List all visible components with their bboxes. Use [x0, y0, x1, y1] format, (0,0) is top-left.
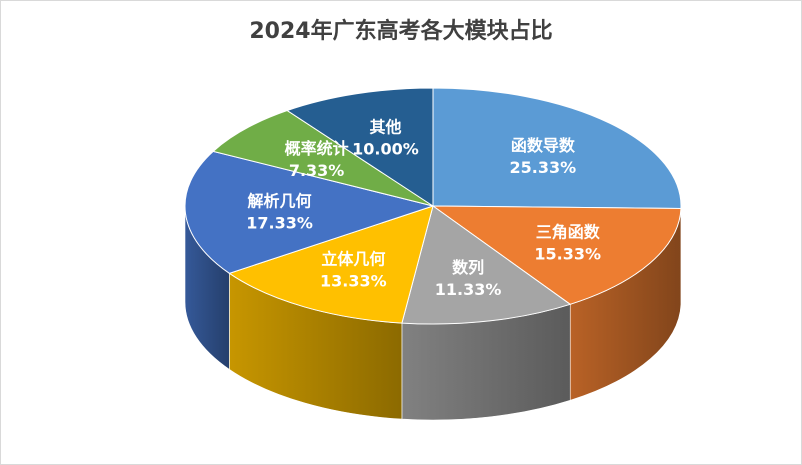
- slice-5: [212, 109, 434, 207]
- slice-value-label: 25.33%: [510, 158, 577, 177]
- slice-name-label: 解析几何: [248, 192, 312, 211]
- slice-0: [432, 87, 682, 209]
- slice-1: [431, 205, 682, 305]
- slice-3: [228, 205, 434, 324]
- slice-4: [184, 150, 435, 274]
- slice-name-label: 概率统计: [285, 139, 349, 158]
- slice-label-4: 解析几何 17.33%: [246, 192, 313, 233]
- slice-label-1: 三角函数 15.33%: [534, 222, 601, 263]
- slice-label-0: 函数导数 25.33%: [510, 136, 577, 177]
- slice-2: [401, 205, 572, 325]
- slice-value-label: 10.00%: [352, 139, 419, 158]
- slice-value-label: 17.33%: [246, 214, 313, 233]
- slice-label-5: 概率统计 7.33%: [285, 139, 349, 180]
- slice-label-3: 立体几何 13.33%: [320, 250, 387, 291]
- slice-value-label: 13.33%: [320, 272, 387, 291]
- slice-name-label: 其他: [369, 117, 401, 136]
- chart-title: 2024年广东高考各大模块占比: [249, 19, 553, 44]
- slice-label-6: 其他 10.00%: [352, 117, 419, 158]
- slice-name-label: 立体几何: [321, 250, 385, 269]
- slice-label-2: 数列 11.33%: [435, 258, 502, 299]
- slice-value-label: 15.33%: [534, 244, 601, 263]
- slice-6: [286, 87, 434, 207]
- slice-value-label: 11.33%: [435, 280, 502, 299]
- slice-name-label: 三角函数: [536, 222, 601, 241]
- slice-value-label: 7.33%: [289, 161, 345, 180]
- slice-name-label: 数列: [452, 258, 484, 277]
- slice-name-label: 函数导数: [511, 136, 576, 155]
